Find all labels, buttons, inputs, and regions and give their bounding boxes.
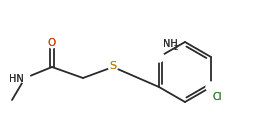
Circle shape	[154, 52, 164, 62]
Text: S: S	[109, 61, 117, 71]
Text: NH: NH	[163, 39, 178, 49]
Text: HN: HN	[9, 74, 24, 84]
Text: O: O	[48, 38, 56, 48]
Circle shape	[20, 73, 30, 83]
Circle shape	[206, 82, 216, 92]
Text: O: O	[48, 38, 56, 48]
Text: 2: 2	[173, 45, 177, 51]
Text: Cl: Cl	[213, 92, 222, 102]
Text: HN: HN	[9, 74, 24, 84]
Circle shape	[48, 40, 56, 48]
Text: 2: 2	[173, 45, 177, 51]
Text: NH: NH	[163, 39, 178, 49]
Text: S: S	[109, 61, 117, 71]
Circle shape	[109, 62, 117, 72]
Text: Cl: Cl	[213, 92, 222, 102]
